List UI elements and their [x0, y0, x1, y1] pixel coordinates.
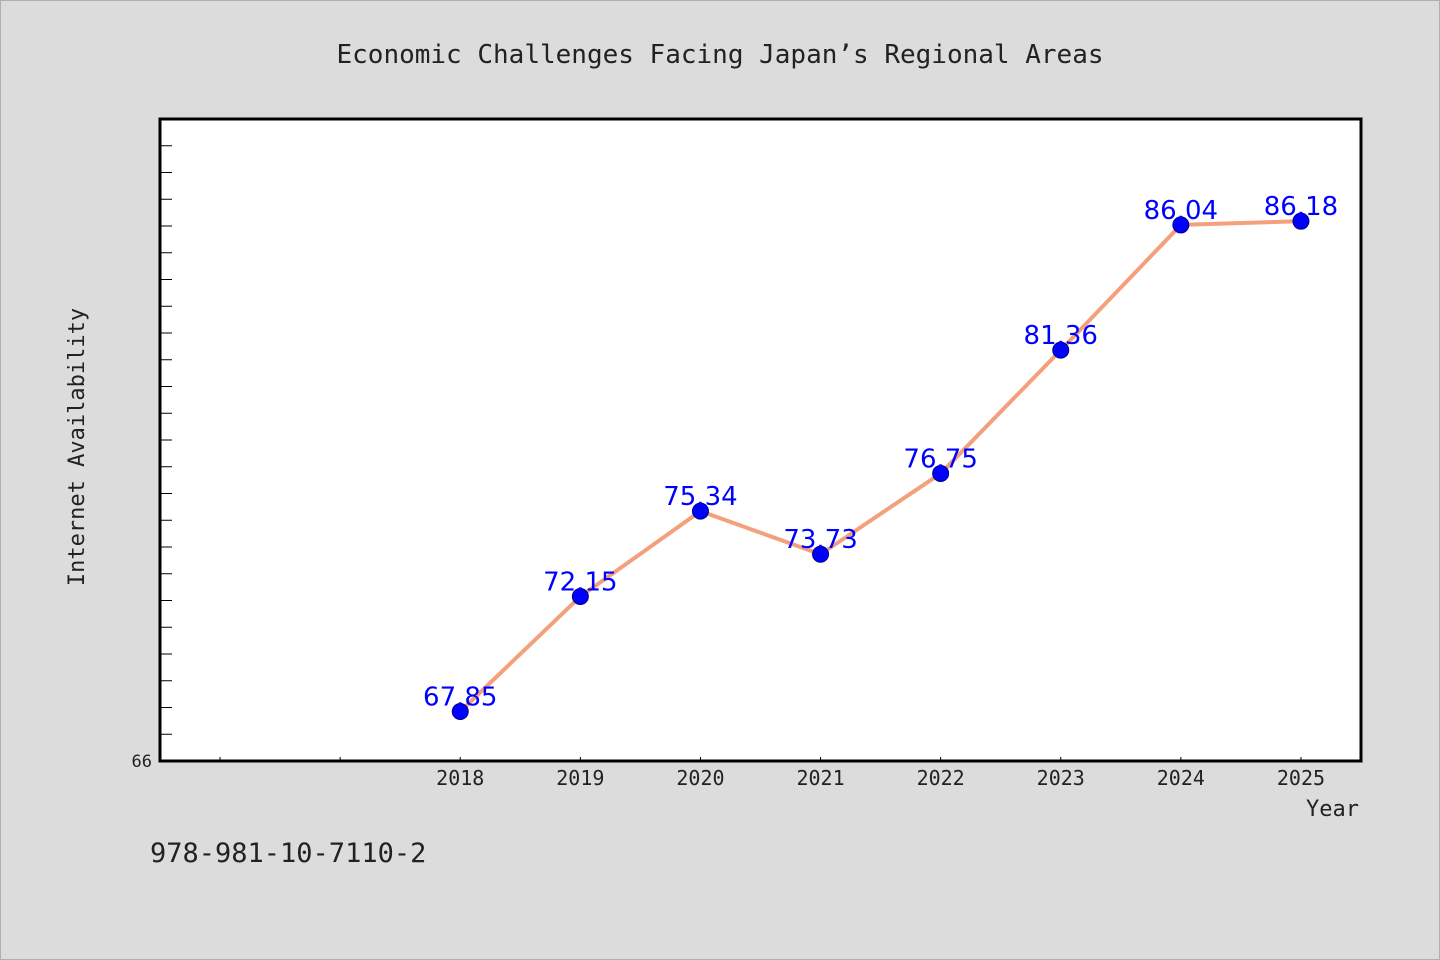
data-label: 76.75: [903, 444, 977, 474]
data-point: [812, 545, 830, 563]
x-tick-label: 2023: [1037, 766, 1085, 790]
x-tick-label: 2020: [676, 766, 724, 790]
x-tick-label: 2018: [436, 766, 484, 790]
x-axis-label: Year: [1306, 797, 1359, 822]
data-point: [932, 464, 950, 482]
data-label: 86.18: [1264, 192, 1338, 222]
x-tick-label: 2024: [1157, 766, 1205, 790]
data-label: 67.85: [423, 683, 497, 713]
data-label: 81.36: [1024, 321, 1098, 351]
y-tick-label: 66: [132, 752, 152, 772]
data-point: [1292, 212, 1310, 230]
data-point: [1052, 341, 1070, 359]
plot-area: [158, 117, 1363, 763]
y-axis-label: Internet Availability: [65, 308, 90, 586]
data-label: 86.04: [1144, 196, 1218, 226]
data-marks: 67.85 72.15 75.34 73.73 76.75 81.36 86.04 86.18: [423, 192, 1338, 721]
x-tick-label: 2022: [917, 766, 965, 790]
data-label: 75.34: [663, 482, 737, 512]
chart-title: Economic Challenges Facing Japan’s Regio…: [336, 40, 1103, 70]
x-tick-label: 2019: [556, 766, 604, 790]
x-tick-label: 2021: [796, 766, 844, 790]
axis-ticks: 2018 2019 2020 2021 2022 2023 2024 2025 66: [132, 145, 1325, 790]
data-point: [451, 703, 469, 721]
data-label: 72.15: [543, 567, 617, 597]
series-line: [458, 219, 1303, 714]
data-point: [571, 587, 589, 605]
data-label: 73.73: [783, 525, 857, 555]
footer-isbn: 978-981-10-7110-2: [150, 838, 426, 869]
x-tick-label: 2025: [1277, 766, 1325, 790]
data-point: [1172, 216, 1190, 234]
data-point: [691, 502, 709, 520]
